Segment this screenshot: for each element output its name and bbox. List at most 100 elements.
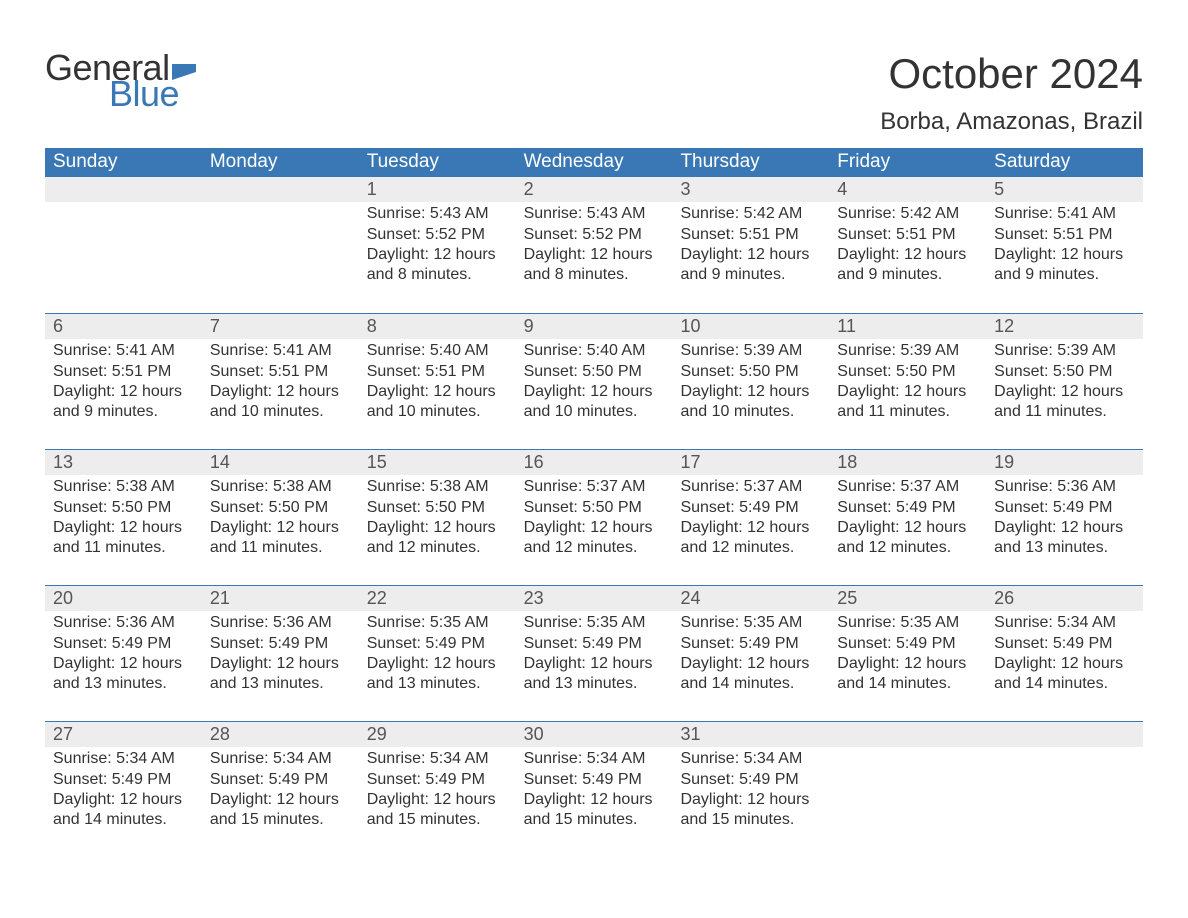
cell-line-sr: Sunrise: 5:34 AM xyxy=(210,749,353,769)
week-row: 20Sunrise: 5:36 AMSunset: 5:49 PMDayligh… xyxy=(45,585,1143,721)
day-header: Tuesday xyxy=(359,148,516,177)
cell-line-dl1: Daylight: 12 hours xyxy=(837,654,980,674)
calendar-cell: 12Sunrise: 5:39 AMSunset: 5:50 PMDayligh… xyxy=(986,314,1143,449)
cell-line-sr: Sunrise: 5:41 AM xyxy=(53,341,196,361)
calendar-cell xyxy=(986,722,1143,857)
cell-line-dl2: and 13 minutes. xyxy=(210,674,353,694)
cell-line-dl1: Daylight: 12 hours xyxy=(210,654,353,674)
cell-line-dl2: and 12 minutes. xyxy=(367,538,510,558)
cell-line-ss: Sunset: 5:51 PM xyxy=(53,362,196,382)
cell-body: Sunrise: 5:41 AMSunset: 5:51 PMDaylight:… xyxy=(202,341,359,423)
cell-line-sr: Sunrise: 5:35 AM xyxy=(680,613,823,633)
cell-line-sr: Sunrise: 5:34 AM xyxy=(680,749,823,769)
cell-line-dl2: and 10 minutes. xyxy=(524,402,667,422)
cell-line-dl2: and 11 minutes. xyxy=(210,538,353,558)
day-number: 13 xyxy=(45,450,202,475)
cell-body: Sunrise: 5:39 AMSunset: 5:50 PMDaylight:… xyxy=(672,341,829,423)
cell-body: Sunrise: 5:35 AMSunset: 5:49 PMDaylight:… xyxy=(516,613,673,695)
cell-body: Sunrise: 5:40 AMSunset: 5:50 PMDaylight:… xyxy=(516,341,673,423)
cell-line-dl1: Daylight: 12 hours xyxy=(210,790,353,810)
cell-line-sr: Sunrise: 5:38 AM xyxy=(367,477,510,497)
cell-line-sr: Sunrise: 5:42 AM xyxy=(837,204,980,224)
day-number: 21 xyxy=(202,586,359,611)
day-number: 6 xyxy=(45,314,202,339)
cell-line-ss: Sunset: 5:50 PM xyxy=(994,362,1137,382)
cell-line-dl1: Daylight: 12 hours xyxy=(680,790,823,810)
cell-body: Sunrise: 5:34 AMSunset: 5:49 PMDaylight:… xyxy=(202,749,359,831)
cell-body: Sunrise: 5:35 AMSunset: 5:49 PMDaylight:… xyxy=(672,613,829,695)
day-number: 16 xyxy=(516,450,673,475)
cell-line-ss: Sunset: 5:49 PM xyxy=(367,634,510,654)
cell-line-ss: Sunset: 5:51 PM xyxy=(210,362,353,382)
cell-line-dl2: and 13 minutes. xyxy=(367,674,510,694)
cell-line-dl1: Daylight: 12 hours xyxy=(367,245,510,265)
cell-line-dl2: and 9 minutes. xyxy=(53,402,196,422)
day-number: 19 xyxy=(986,450,1143,475)
cell-body: Sunrise: 5:40 AMSunset: 5:51 PMDaylight:… xyxy=(359,341,516,423)
calendar-cell: 16Sunrise: 5:37 AMSunset: 5:50 PMDayligh… xyxy=(516,450,673,585)
cell-line-dl1: Daylight: 12 hours xyxy=(680,382,823,402)
cell-body: Sunrise: 5:34 AMSunset: 5:49 PMDaylight:… xyxy=(986,613,1143,695)
calendar-cell: 6Sunrise: 5:41 AMSunset: 5:51 PMDaylight… xyxy=(45,314,202,449)
cell-line-dl2: and 10 minutes. xyxy=(210,402,353,422)
day-number: 25 xyxy=(829,586,986,611)
cell-line-ss: Sunset: 5:51 PM xyxy=(367,362,510,382)
cell-line-dl1: Daylight: 12 hours xyxy=(994,245,1137,265)
cell-line-dl2: and 9 minutes. xyxy=(837,265,980,285)
cell-line-dl2: and 12 minutes. xyxy=(524,538,667,558)
cell-line-ss: Sunset: 5:49 PM xyxy=(367,770,510,790)
calendar-cell xyxy=(829,722,986,857)
cell-line-ss: Sunset: 5:52 PM xyxy=(367,225,510,245)
cell-line-sr: Sunrise: 5:39 AM xyxy=(994,341,1137,361)
cell-line-ss: Sunset: 5:49 PM xyxy=(837,498,980,518)
cell-line-sr: Sunrise: 5:41 AM xyxy=(210,341,353,361)
brand-word-2: Blue xyxy=(109,76,179,112)
cell-line-dl1: Daylight: 12 hours xyxy=(524,382,667,402)
day-number: 11 xyxy=(829,314,986,339)
cell-line-sr: Sunrise: 5:39 AM xyxy=(837,341,980,361)
cell-line-dl2: and 10 minutes. xyxy=(367,402,510,422)
day-number: 30 xyxy=(516,722,673,747)
day-number: 15 xyxy=(359,450,516,475)
day-number: 2 xyxy=(516,177,673,202)
cell-line-sr: Sunrise: 5:37 AM xyxy=(837,477,980,497)
cell-line-dl2: and 14 minutes. xyxy=(53,810,196,830)
day-number: 5 xyxy=(986,177,1143,202)
cell-line-sr: Sunrise: 5:42 AM xyxy=(680,204,823,224)
cell-body: Sunrise: 5:42 AMSunset: 5:51 PMDaylight:… xyxy=(829,204,986,286)
cell-line-dl2: and 11 minutes. xyxy=(837,402,980,422)
day-number: 31 xyxy=(672,722,829,747)
day-number: 24 xyxy=(672,586,829,611)
cell-line-sr: Sunrise: 5:43 AM xyxy=(367,204,510,224)
cell-line-sr: Sunrise: 5:35 AM xyxy=(367,613,510,633)
day-number: 1 xyxy=(359,177,516,202)
cell-line-dl2: and 12 minutes. xyxy=(680,538,823,558)
cell-line-dl1: Daylight: 12 hours xyxy=(524,245,667,265)
cell-line-dl2: and 14 minutes. xyxy=(680,674,823,694)
day-number: 29 xyxy=(359,722,516,747)
calendar-cell: 10Sunrise: 5:39 AMSunset: 5:50 PMDayligh… xyxy=(672,314,829,449)
cell-line-dl1: Daylight: 12 hours xyxy=(994,654,1137,674)
cell-line-dl2: and 15 minutes. xyxy=(524,810,667,830)
day-number: 26 xyxy=(986,586,1143,611)
week-row: 13Sunrise: 5:38 AMSunset: 5:50 PMDayligh… xyxy=(45,449,1143,585)
calendar-cell xyxy=(202,177,359,313)
cell-body: Sunrise: 5:38 AMSunset: 5:50 PMDaylight:… xyxy=(202,477,359,559)
day-number: 3 xyxy=(672,177,829,202)
cell-line-dl2: and 8 minutes. xyxy=(367,265,510,285)
calendar: Sunday Monday Tuesday Wednesday Thursday… xyxy=(45,148,1143,857)
calendar-cell: 14Sunrise: 5:38 AMSunset: 5:50 PMDayligh… xyxy=(202,450,359,585)
cell-line-dl2: and 11 minutes. xyxy=(994,402,1137,422)
day-header: Monday xyxy=(202,148,359,177)
cell-line-sr: Sunrise: 5:34 AM xyxy=(524,749,667,769)
day-number: 14 xyxy=(202,450,359,475)
cell-body: Sunrise: 5:43 AMSunset: 5:52 PMDaylight:… xyxy=(359,204,516,286)
cell-line-ss: Sunset: 5:49 PM xyxy=(680,770,823,790)
calendar-cell: 1Sunrise: 5:43 AMSunset: 5:52 PMDaylight… xyxy=(359,177,516,313)
cell-line-sr: Sunrise: 5:38 AM xyxy=(210,477,353,497)
cell-body: Sunrise: 5:39 AMSunset: 5:50 PMDaylight:… xyxy=(986,341,1143,423)
cell-line-ss: Sunset: 5:49 PM xyxy=(680,498,823,518)
day-number: 10 xyxy=(672,314,829,339)
cell-line-ss: Sunset: 5:49 PM xyxy=(524,634,667,654)
calendar-cell: 24Sunrise: 5:35 AMSunset: 5:49 PMDayligh… xyxy=(672,586,829,721)
